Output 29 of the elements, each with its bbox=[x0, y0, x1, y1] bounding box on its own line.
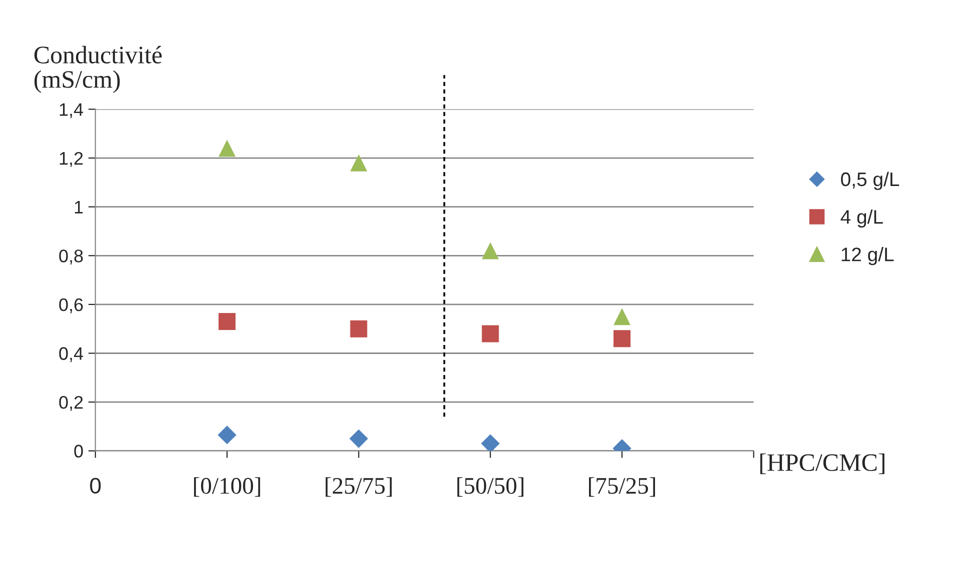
y-tick-label: 0,8 bbox=[59, 250, 83, 264]
point bbox=[218, 313, 236, 330]
x-tick-label: [50/50] bbox=[457, 477, 524, 497]
point bbox=[482, 242, 499, 260]
y-tick-label: 0,4 bbox=[59, 347, 84, 362]
point bbox=[350, 320, 368, 338]
x-tick-label: 0 bbox=[90, 478, 101, 494]
legend-label: 4 g/L bbox=[840, 209, 883, 228]
point bbox=[218, 426, 236, 444]
y-tick-label: 1,2 bbox=[60, 152, 83, 167]
x-tick-label: [75/25] bbox=[589, 477, 656, 497]
y-tick-label: 0,2 bbox=[59, 396, 83, 411]
y-tick-label: 0 bbox=[74, 444, 83, 458]
y-tick-label: 1 bbox=[74, 200, 83, 214]
y-tick-label: 0,6 bbox=[59, 298, 83, 314]
y-tick-label: 1,4 bbox=[60, 103, 84, 118]
point bbox=[350, 154, 368, 172]
legend-label: 12 g/L bbox=[842, 247, 894, 266]
x-axis-title: [HPC/CMC] bbox=[760, 453, 884, 474]
legend-label: 0,5 g/L bbox=[841, 172, 900, 190]
x-tick-label: [25/75] bbox=[326, 477, 392, 497]
point bbox=[614, 330, 631, 348]
point bbox=[614, 308, 631, 326]
y-axis-title: Conductivité (mS/cm) bbox=[34, 46, 162, 93]
point bbox=[218, 140, 236, 157]
point bbox=[482, 325, 499, 342]
point bbox=[481, 434, 500, 451]
x-tick-label: [0/100] bbox=[194, 477, 260, 497]
point bbox=[349, 429, 368, 448]
